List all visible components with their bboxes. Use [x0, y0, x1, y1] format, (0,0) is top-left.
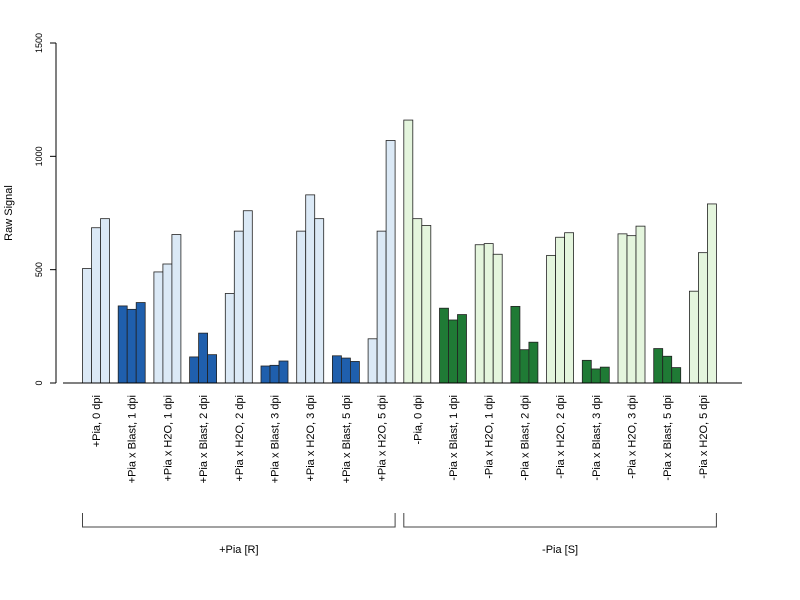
group-bracket [403, 513, 717, 528]
x-tick-label: -Pia x H2O, 1 dpi [484, 395, 496, 479]
bar [331, 355, 342, 384]
x-tick-label: -Pia x Blast, 5 dpi [662, 395, 674, 481]
x-axis: +Pia, 0 dpi +Pia x Blast, 1 dpi +Pia x H2O… [63, 382, 742, 483]
group-bracket [82, 513, 396, 528]
bar [242, 210, 253, 384]
bar [564, 232, 574, 384]
bar [135, 302, 146, 384]
y-axis-label: Raw Signal [3, 185, 15, 241]
bar [207, 354, 218, 384]
bar [653, 348, 664, 384]
bar [510, 305, 521, 384]
bar [546, 254, 556, 384]
bar [599, 366, 610, 384]
x-tick-label: +Pia x Blast, 5 dpi [341, 395, 353, 483]
x-tick-label: +Pia x H2O, 3 dpi [305, 395, 317, 482]
group-label: +Pia [R] [219, 544, 258, 556]
bar [376, 230, 387, 384]
group-label: -Pia [S] [542, 544, 578, 556]
bar [617, 233, 628, 384]
bar [457, 314, 467, 384]
y-tick-label: 1500 [34, 33, 44, 53]
bar [412, 218, 423, 384]
bar [698, 252, 708, 384]
bar [403, 119, 414, 384]
x-tick-label: -Pia, 0 dpi [412, 395, 424, 445]
bar [269, 364, 280, 384]
bar [91, 227, 101, 384]
bar [305, 194, 316, 384]
bar [198, 332, 209, 384]
x-tick-label: -Pia x H2O, 5 dpi [698, 395, 710, 479]
bar [162, 263, 173, 384]
x-tick-label: +Pia x H2O, 5 dpi [377, 395, 389, 482]
bar [474, 244, 485, 384]
x-tick-label: +Pia x Blast, 3 dpi [270, 395, 282, 483]
bar [126, 308, 137, 384]
bar [448, 319, 458, 384]
bar [233, 230, 244, 384]
bar [367, 338, 378, 384]
x-tick-label: +Pia x H2O, 1 dpi [162, 395, 174, 482]
bar [689, 290, 699, 384]
bar [100, 218, 110, 384]
bar [349, 361, 360, 384]
bar [439, 307, 449, 384]
bar [590, 368, 601, 384]
bar [626, 235, 637, 384]
y-axis: 0 500 1000 1500 [34, 33, 57, 386]
bar [635, 225, 646, 384]
x-tick-label: -Pia x Blast, 1 dpi [448, 395, 460, 481]
bar [707, 203, 717, 384]
x-tick-label: +Pia x Blast, 2 dpi [198, 395, 210, 483]
group-brackets: +Pia [R] -Pia [S] [82, 513, 717, 556]
bar [528, 341, 539, 384]
bar [662, 355, 673, 384]
bar [314, 218, 325, 384]
bar [671, 367, 682, 384]
bar [260, 365, 271, 384]
bar [224, 293, 235, 384]
x-tick-label: +Pia x H2O, 2 dpi [234, 395, 246, 482]
y-tick-label: 1000 [34, 146, 44, 166]
y-tick-label: 0 [34, 380, 44, 385]
bar [82, 268, 92, 384]
bar [296, 230, 307, 384]
bar [189, 356, 200, 384]
bar [555, 236, 565, 384]
bar [278, 360, 289, 384]
y-tick-label: 500 [34, 262, 44, 277]
x-tick-label: -Pia x Blast, 3 dpi [591, 395, 603, 481]
bars [82, 119, 717, 384]
x-tick-label: -Pia x H2O, 3 dpi [627, 395, 639, 479]
x-tick-label: -Pia x H2O, 2 dpi [555, 395, 567, 479]
bar [492, 253, 503, 384]
x-tick-label: -Pia x Blast, 2 dpi [519, 395, 531, 481]
x-tick-label: +Pia, 0 dpi [91, 395, 103, 447]
bar [421, 225, 432, 384]
bar [581, 359, 592, 384]
x-tick-label: +Pia x Blast, 1 dpi [127, 395, 139, 483]
bar [153, 271, 164, 384]
bar [171, 234, 182, 384]
bar [385, 140, 396, 384]
bar [117, 305, 128, 384]
bar [519, 349, 530, 384]
bar [340, 357, 351, 384]
bar [483, 243, 494, 384]
